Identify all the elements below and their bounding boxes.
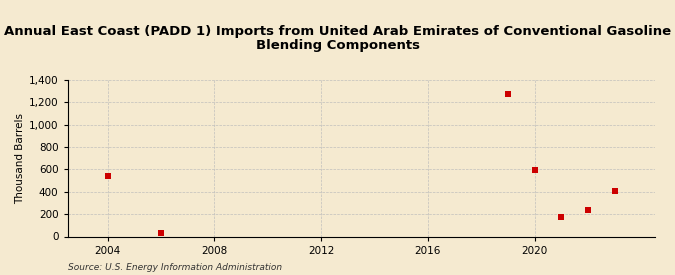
- Text: Annual East Coast (PADD 1) Imports from United Arab Emirates of Conventional Gas: Annual East Coast (PADD 1) Imports from …: [4, 24, 671, 53]
- Text: Source: U.S. Energy Information Administration: Source: U.S. Energy Information Administ…: [68, 263, 281, 272]
- Y-axis label: Thousand Barrels: Thousand Barrels: [15, 113, 25, 204]
